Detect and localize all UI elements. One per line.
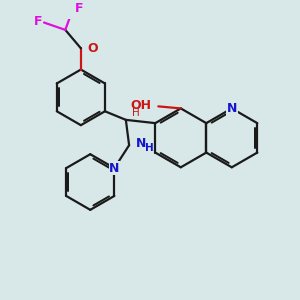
- Text: N: N: [109, 162, 119, 175]
- Text: F: F: [34, 15, 42, 28]
- Text: H: H: [145, 143, 153, 154]
- Text: N: N: [226, 102, 237, 115]
- Text: H: H: [132, 108, 140, 118]
- Text: O: O: [87, 42, 98, 55]
- Text: OH: OH: [130, 99, 151, 112]
- Text: N: N: [136, 137, 146, 150]
- Text: F: F: [75, 2, 83, 15]
